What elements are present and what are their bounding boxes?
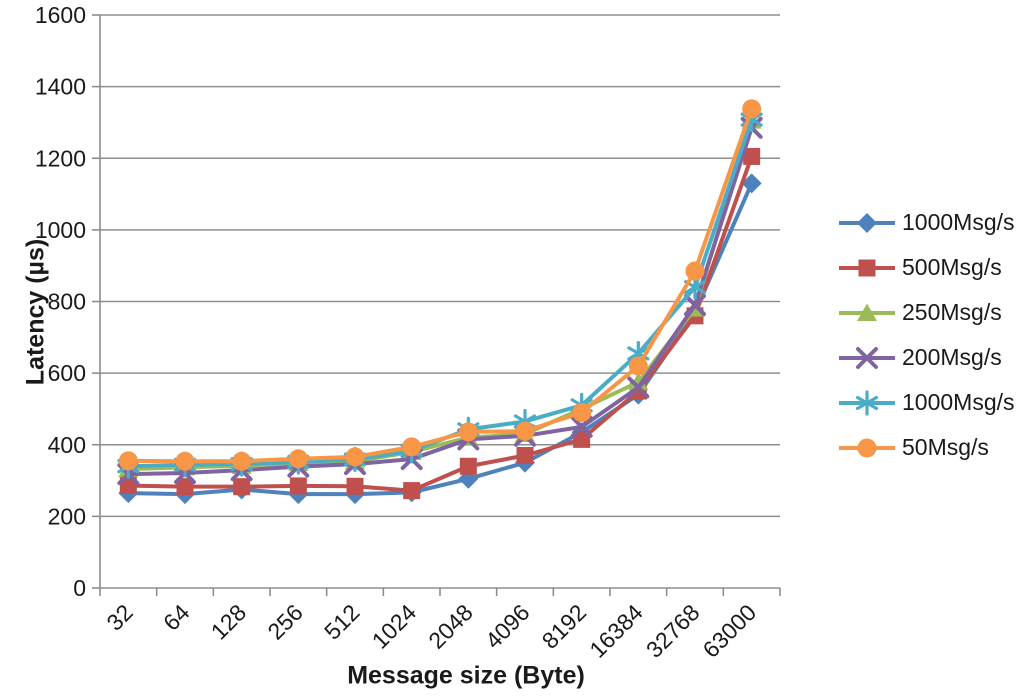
y-tick-label: 1000 [35, 217, 86, 243]
circle-marker [175, 451, 195, 471]
legend-item-5: 50Msg/s [838, 425, 1015, 470]
x-tick-label: 512 [319, 599, 365, 645]
series-line [126, 106, 754, 464]
legend-item-0: 1000Msg/s [838, 200, 1015, 245]
y-tick-label: 1200 [35, 145, 86, 171]
x-marker [627, 376, 650, 399]
legend: 1000Msg/s 500Msg/s 250Msg/s 200Msg/s 1000Msg… [838, 200, 1015, 470]
square-marker [858, 259, 876, 276]
circle-marker [345, 447, 365, 467]
series-4-star [117, 106, 763, 479]
series-5-circle [118, 99, 762, 471]
y-tick-label: 0 [73, 575, 86, 601]
y-tick-label: 800 [48, 289, 86, 315]
square-marker [516, 446, 534, 464]
legend-label: 50Msg/s [902, 434, 989, 460]
square-marker [743, 147, 761, 165]
legend-star-icon [839, 389, 895, 416]
square-marker [459, 457, 477, 475]
legend-item-4: 1000Msg/s [838, 380, 1015, 425]
x-tick-label: 8192 [537, 599, 592, 654]
x-tick-label: 16384 [584, 599, 648, 663]
square-marker [403, 482, 421, 500]
x-marker [856, 346, 878, 369]
triangle-marker [857, 303, 877, 321]
circle-marker [458, 422, 478, 442]
star-marker [855, 389, 879, 416]
legend-label: 500Msg/s [902, 254, 1002, 280]
legend-label: 1000Msg/s [902, 209, 1015, 235]
y-tick-label: 1400 [35, 74, 86, 100]
triangle-marker [628, 372, 649, 391]
x-axis-title: Message size (Byte) [347, 661, 585, 690]
square-marker [119, 477, 137, 495]
x-marker [684, 294, 706, 317]
series-0-diamond [118, 173, 762, 505]
circle-marker [685, 261, 705, 281]
circle-marker [288, 449, 308, 469]
x-tick-label: 32768 [641, 599, 705, 663]
square-marker [289, 477, 307, 495]
x-tick-label: 128 [206, 599, 252, 645]
circle-marker [402, 437, 422, 457]
x-tick-label: 256 [262, 599, 308, 645]
x-tick-label: 1024 [367, 599, 422, 654]
circle-marker [572, 403, 592, 423]
y-axis-title: Latency (µs) [21, 238, 50, 386]
legend-circle-icon [839, 438, 895, 457]
y-tick-label: 600 [48, 360, 86, 386]
y-tick-label: 200 [48, 503, 86, 529]
circle-marker [742, 99, 762, 119]
legend-label: 250Msg/s [902, 299, 1002, 325]
legend-label: 200Msg/s [902, 344, 1002, 370]
circle-marker [232, 451, 252, 471]
x-marker [570, 415, 593, 438]
square-marker [346, 477, 364, 495]
x-tick-label: 4096 [480, 599, 535, 654]
legend-square-icon [839, 259, 895, 276]
legend-item-3: 200Msg/s [838, 335, 1015, 380]
legend-diamond-icon [839, 212, 895, 233]
circle-marker [857, 438, 877, 457]
square-marker [573, 430, 591, 448]
series-line [126, 117, 754, 469]
legend-item-1: 500Msg/s [838, 245, 1015, 290]
circle-marker [515, 421, 535, 441]
series-line [126, 118, 754, 472]
x-tick-label: 32 [101, 599, 137, 635]
diamond-marker [741, 173, 762, 194]
y-tick-label: 400 [48, 432, 86, 458]
legend-x-icon [839, 346, 895, 369]
square-marker [176, 478, 194, 496]
circle-marker [118, 451, 138, 471]
circle-marker [628, 356, 648, 376]
y-tick-label: 1600 [35, 2, 86, 28]
square-marker [233, 478, 251, 496]
x-tick-label: 2048 [423, 599, 478, 654]
x-tick-label: 64 [158, 599, 195, 636]
x-tick-label: 63000 [698, 599, 762, 663]
legend-label: 1000Msg/s [902, 389, 1015, 415]
series-2-triangle [118, 111, 762, 478]
legend-item-2: 250Msg/s [838, 290, 1015, 335]
diamond-marker [857, 212, 877, 233]
legend-triangle-icon [839, 303, 895, 321]
